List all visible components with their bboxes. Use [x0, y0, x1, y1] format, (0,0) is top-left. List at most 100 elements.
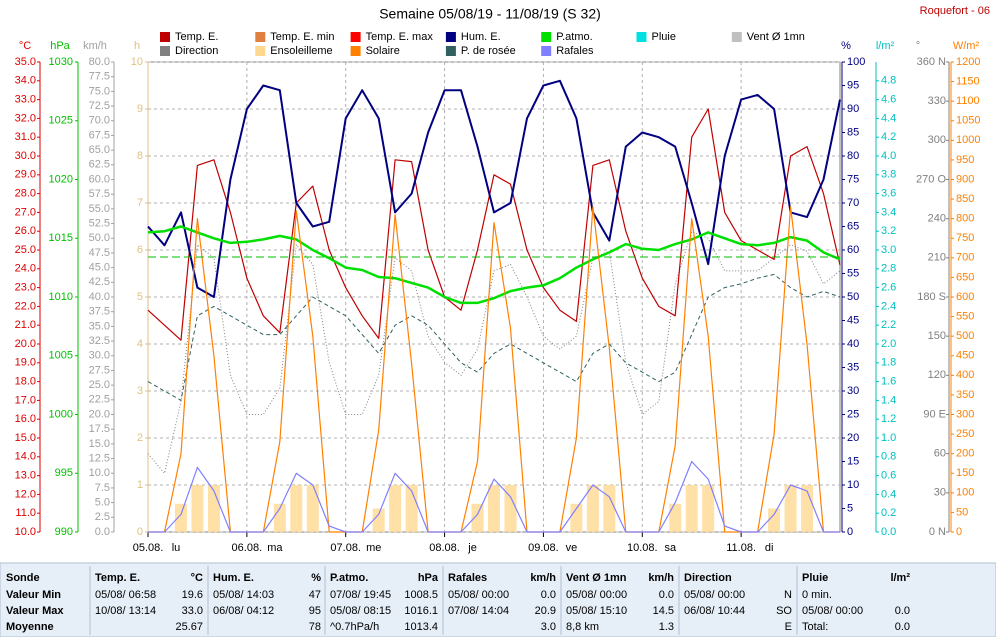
table-cell-when: 05/08/ 06:58 — [95, 589, 156, 601]
x-day-label: me — [366, 542, 381, 554]
axis-tick-label: 24.0 — [15, 263, 36, 275]
station-name: Roquefort - 06 — [920, 5, 990, 17]
axis-tick-label: 270 O — [916, 173, 946, 185]
axis-tick-label: 72.5 — [89, 100, 110, 112]
sunshine-bar — [405, 485, 418, 532]
axis-tick-label: 33.0 — [15, 94, 36, 106]
x-day-label: di — [765, 542, 774, 554]
axis-tick-label: 12.5 — [89, 452, 110, 464]
axis-tick-label: 1020 — [49, 173, 73, 185]
table-column-unit: °C — [191, 572, 203, 584]
axis-tick-label: 850 — [956, 193, 974, 205]
legend-label: Rafales — [556, 45, 594, 57]
axis-unit: hPa — [50, 40, 70, 52]
table-cell-when: 0 min. — [802, 589, 832, 601]
table-cell-value: 3.0 — [541, 621, 556, 633]
axis-tick-label: 47.5 — [89, 247, 110, 259]
legend-label: Hum. E. — [461, 31, 501, 43]
table-column-unit: km/h — [530, 572, 556, 584]
series-line — [147, 273, 841, 401]
legend-swatch — [636, 32, 647, 42]
axis-tick-label: 25 — [847, 408, 859, 420]
axis-tick-label: 700 — [956, 252, 974, 264]
sunshine-bar — [504, 485, 517, 532]
axis-tick-label: 60.0 — [89, 173, 110, 185]
axis-unit: °C — [19, 40, 31, 52]
axis-tick-label: 1015 — [49, 232, 73, 244]
axis-tick-label: 450 — [956, 350, 974, 362]
axis-tick-label: 400 — [956, 369, 974, 381]
axis-tick-label: 75.0 — [89, 85, 110, 97]
axis-tick-label: 67.5 — [89, 129, 110, 141]
axis-tick-label: 77.5 — [89, 71, 110, 83]
axis-tick-label: 5 — [847, 502, 853, 514]
axis-tick-label: 240 — [928, 213, 946, 225]
axis-tick-label: 1200 — [956, 56, 980, 68]
axis-tick-label: 300 — [928, 134, 946, 146]
sunshine-bar — [784, 485, 797, 532]
x-tick-label: 11.08. — [726, 542, 756, 554]
axis-tick-label: 19.0 — [15, 357, 36, 369]
axis-tick-label: 1000 — [49, 408, 73, 420]
axis-tick-label: 330 — [928, 95, 946, 107]
axis-tick-label: 37.5 — [89, 306, 110, 318]
sunshine-bar — [207, 485, 220, 532]
x-day-label: ve — [566, 542, 578, 554]
table-cell-value: 0.0 — [659, 589, 674, 601]
axis-tick-label: 5.0 — [95, 497, 110, 509]
axis-tick-label: 3.2 — [881, 225, 896, 237]
axis-tick-label: 50 — [956, 506, 968, 518]
sunshine-bar — [586, 485, 599, 532]
x-day-label: je — [467, 542, 477, 554]
sunshine-bar — [669, 503, 682, 532]
axis-tick-label: 360 N — [917, 56, 946, 68]
axis-tick-label: 6 — [137, 244, 143, 256]
series-line — [147, 79, 841, 298]
axis-tick-label: 2.2 — [881, 319, 896, 331]
x-tick-label: 06.08. — [232, 542, 263, 554]
x-day-label: sa — [664, 542, 677, 554]
axis-tick-label: 75 — [847, 173, 859, 185]
axis-tick-label: 1030 — [49, 56, 73, 68]
axis-tick-label: 4.4 — [881, 112, 896, 124]
axis-tick-label: 25.0 — [15, 244, 36, 256]
table-cell-value: 1008.5 — [404, 589, 438, 601]
axis-tick-label: 30.0 — [89, 350, 110, 362]
legend-label: Vent Ø 1mn — [747, 31, 805, 43]
axis-tick-label: 0.0 — [95, 526, 110, 538]
series-line — [147, 225, 841, 305]
axis-tick-label: 50 — [847, 291, 859, 303]
axis-tick-label: 14.0 — [15, 451, 36, 463]
axis-tick-label: 29.0 — [15, 169, 36, 181]
axis-tick-label: 3.6 — [881, 188, 896, 200]
legend-label: Temp. E. min — [270, 31, 334, 43]
axis-tick-label: 21.0 — [15, 319, 36, 331]
axis-tick-label: 57.5 — [89, 188, 110, 200]
table-cell-value: 19.6 — [182, 589, 203, 601]
axis-tick-label: 22.0 — [15, 300, 36, 312]
axis-tick-label: 500 — [956, 330, 974, 342]
axis-tick-label: 1.8 — [881, 357, 896, 369]
axis-tick-label: 30 — [847, 385, 859, 397]
axis-tick-label: 22.5 — [89, 394, 110, 406]
axis-tick-label: 0 — [847, 526, 853, 538]
x-day-label: lu — [172, 542, 181, 554]
axis-tick-label: 4.0 — [881, 150, 896, 162]
table-row-label: Valeur Min — [6, 589, 61, 601]
table-cell-when: 05/08/ 00:00 — [566, 589, 627, 601]
axis-tick-label: 2.6 — [881, 282, 896, 294]
axis-tick-label: 3.4 — [881, 206, 896, 218]
axis-tick-label: 35.0 — [15, 56, 36, 68]
axis-tick-label: 15 — [847, 455, 859, 467]
sunshine-bar — [570, 503, 583, 532]
table-cell-when: 10/08/ 13:14 — [95, 605, 156, 617]
axis-unit: % — [841, 40, 851, 52]
table-cell-value: 78 — [309, 621, 321, 633]
axis-unit: W/m² — [953, 40, 980, 52]
axis-tick-label: 1050 — [956, 115, 980, 127]
axis-tick-label: 20.0 — [89, 408, 110, 420]
axis-tick-label: 40 — [847, 338, 859, 350]
table-cell-value: E — [785, 621, 792, 633]
axis-tick-label: 7 — [137, 197, 143, 209]
table-cell-value: 47 — [309, 589, 321, 601]
